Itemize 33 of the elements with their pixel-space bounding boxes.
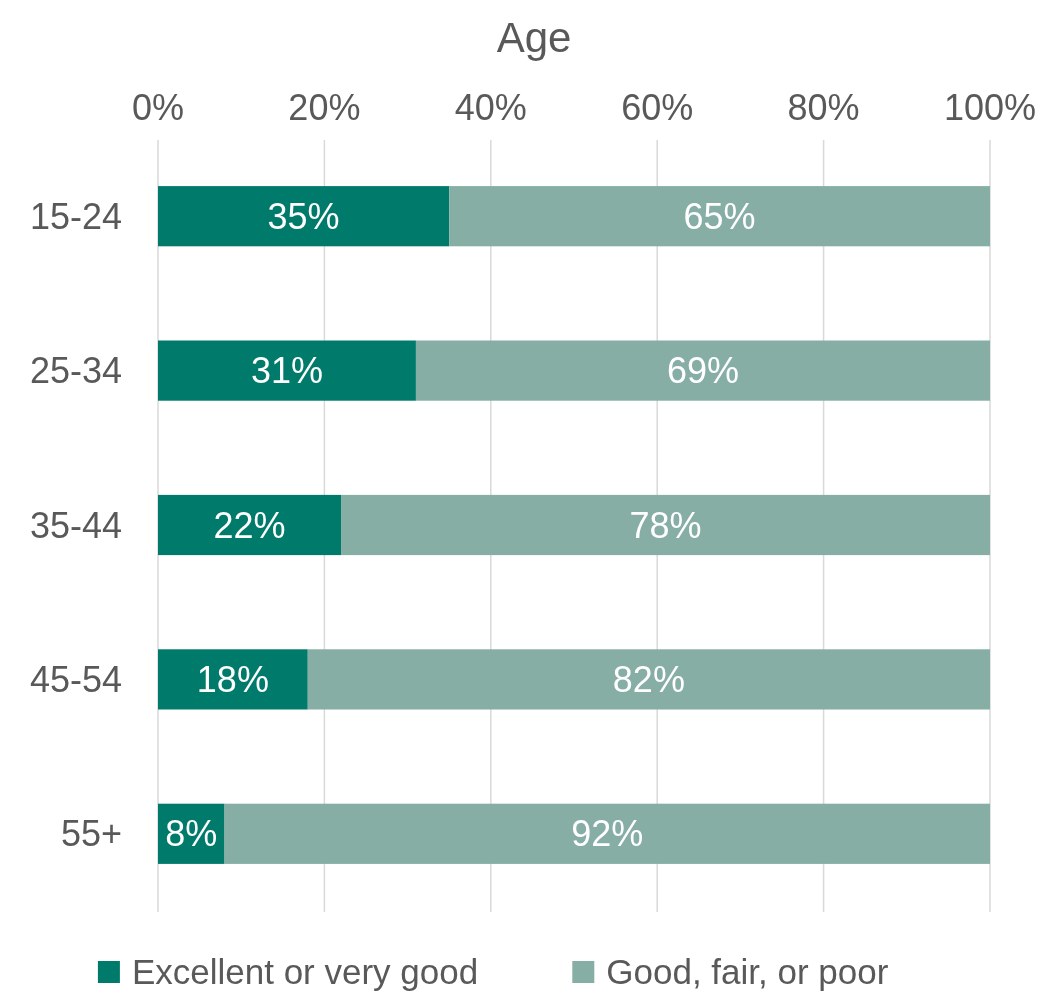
x-tick-label: 20% [288, 87, 361, 128]
bar [341, 494, 990, 556]
data-label: 92% [571, 813, 644, 855]
data-label: 69% [666, 350, 739, 392]
bar [224, 803, 990, 864]
legend-label: Good, fair, or poor [606, 952, 889, 992]
y-tick-label: 35-44 [29, 504, 122, 546]
bar [158, 340, 416, 401]
x-tick-label: 80% [787, 87, 860, 128]
data-label: 31% [250, 350, 323, 392]
bar [158, 649, 308, 710]
bar [449, 186, 990, 247]
data-label: 82% [612, 659, 685, 700]
data-label: 8% [165, 813, 218, 855]
bar [307, 649, 990, 710]
bar [415, 340, 990, 401]
y-tick-label: 45-54 [29, 659, 122, 700]
legend-label: Excellent or very good [131, 952, 479, 992]
bar [158, 494, 342, 556]
data-label: 65% [683, 195, 756, 237]
x-tick-label: 40% [454, 87, 527, 128]
y-tick-label: 15-24 [29, 195, 122, 237]
chart-title: Age [496, 14, 572, 61]
data-label: 78% [629, 504, 702, 546]
y-tick-label: 25-34 [29, 350, 122, 392]
data-label: 35% [267, 195, 340, 237]
bar [158, 186, 450, 247]
data-label: 22% [213, 504, 286, 546]
y-tick-label: 55+ [60, 813, 122, 855]
x-tick-label: 0% [131, 87, 185, 128]
x-tick-label: 60% [621, 87, 694, 128]
x-tick-label: 100% [943, 87, 1037, 128]
data-label: 18% [196, 659, 269, 700]
